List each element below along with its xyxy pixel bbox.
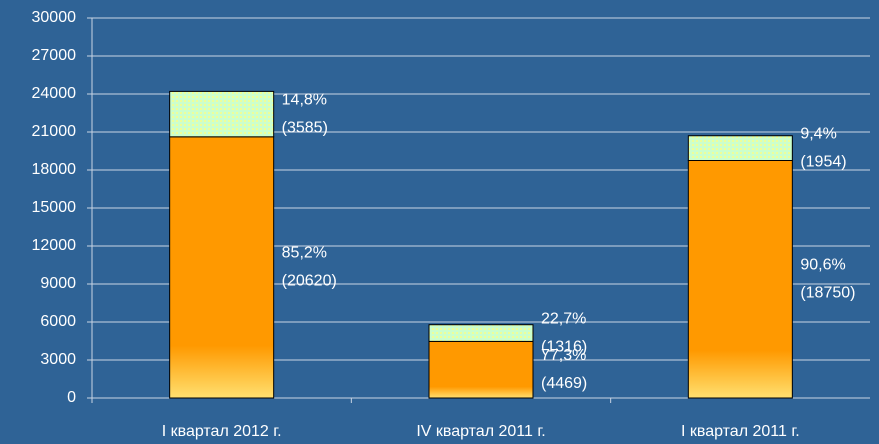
share-label: 90,6% — [800, 256, 845, 273]
y-tick-label: 18000 — [32, 161, 77, 178]
share-label: 22,7% — [541, 310, 586, 327]
y-tick-label: 12000 — [32, 237, 77, 254]
y-tick-label: 9000 — [40, 275, 76, 292]
share-label: 85,2% — [282, 245, 327, 262]
value-label: (4469) — [541, 375, 587, 392]
x-tick-label: IV квартал 2011 г. — [416, 423, 545, 440]
y-tick-label: 0 — [67, 389, 76, 406]
share-label: 77,3% — [541, 347, 586, 364]
value-label: (18750) — [800, 284, 855, 301]
x-tick-label: I квартал 2012 г. — [162, 423, 282, 440]
bar-segment — [169, 136, 275, 399]
bar-segment — [687, 135, 793, 161]
bar-segment — [169, 90, 275, 138]
y-tick-label: 3000 — [40, 351, 76, 368]
y-tick-label: 15000 — [32, 199, 77, 216]
share-label: 9,4% — [800, 125, 836, 142]
y-tick-label: 21000 — [32, 123, 77, 140]
value-label: (1954) — [800, 153, 846, 170]
bar-segment — [428, 324, 534, 342]
y-tick-label: 27000 — [32, 47, 77, 64]
bar-segment — [428, 340, 534, 399]
bar-segment — [687, 160, 793, 399]
x-tick-label: I квартал 2011 г. — [681, 423, 800, 440]
y-tick-label: 6000 — [40, 313, 76, 330]
value-label: (3585) — [282, 119, 328, 136]
y-tick-label: 30000 — [32, 9, 77, 26]
share-label: 14,8% — [282, 91, 327, 108]
value-label: (20620) — [282, 273, 337, 290]
value-label: (1316) — [541, 338, 587, 355]
y-tick-label: 24000 — [32, 85, 77, 102]
